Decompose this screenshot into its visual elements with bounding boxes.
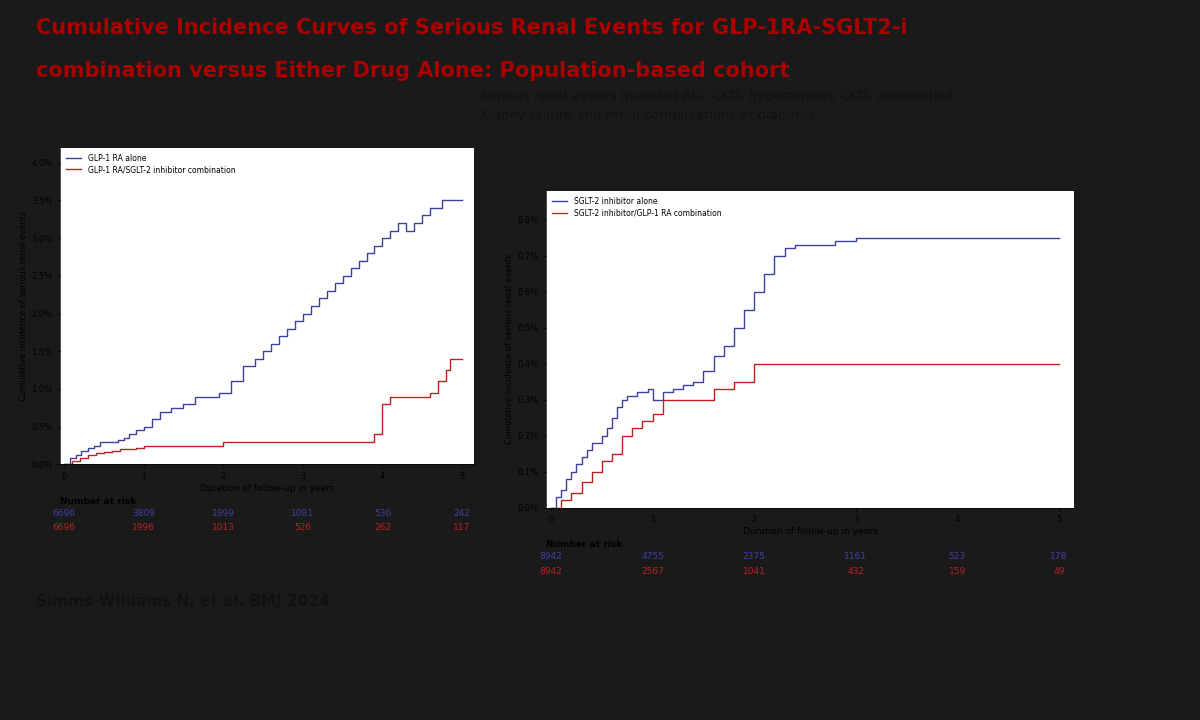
Text: 432: 432 — [847, 567, 864, 576]
Text: Serious renal events included AKI, CKD, hypertensive CKD, unspecified
Kidney fai: Serious renal events included AKI, CKD, … — [480, 90, 954, 122]
Legend: SGLT-2 inhibitor alone, SGLT-2 inhibitor/GLP-1 RA combination: SGLT-2 inhibitor alone, SGLT-2 inhibitor… — [550, 194, 724, 220]
Text: 159: 159 — [949, 567, 966, 576]
Text: 4755: 4755 — [641, 552, 664, 562]
Text: 1041: 1041 — [743, 567, 766, 576]
Text: 2375: 2375 — [743, 552, 766, 562]
Text: Simms-Williams N, et al. BMJ 2024: Simms-Williams N, et al. BMJ 2024 — [36, 594, 330, 609]
Y-axis label: Cumulative incidence of serious renal events: Cumulative incidence of serious renal ev… — [19, 211, 29, 401]
Text: 536: 536 — [374, 509, 391, 518]
Text: 6696: 6696 — [53, 523, 76, 533]
Text: 6696: 6696 — [53, 509, 76, 518]
Text: 8942: 8942 — [540, 552, 563, 562]
Text: 8942: 8942 — [540, 567, 563, 576]
Text: Number at risk: Number at risk — [546, 540, 623, 549]
Text: 526: 526 — [294, 523, 311, 533]
Text: 1161: 1161 — [844, 552, 868, 562]
Text: 1013: 1013 — [211, 523, 235, 533]
X-axis label: Duration of follow-up in years: Duration of follow-up in years — [199, 484, 335, 492]
X-axis label: Duration of follow-up in years: Duration of follow-up in years — [743, 527, 877, 536]
Text: 1081: 1081 — [292, 509, 314, 518]
Text: Cumulative Incidence Curves of Serious Renal Events for GLP-1RA-SGLT2-i: Cumulative Incidence Curves of Serious R… — [36, 18, 907, 38]
Text: 117: 117 — [454, 523, 470, 533]
Text: Number at risk: Number at risk — [60, 497, 137, 505]
Text: 1996: 1996 — [132, 523, 155, 533]
Text: 2567: 2567 — [641, 567, 664, 576]
Text: combination versus Either Drug Alone: Population-based cohort: combination versus Either Drug Alone: Po… — [36, 61, 790, 81]
Text: 523: 523 — [949, 552, 966, 562]
Text: 262: 262 — [374, 523, 391, 533]
Y-axis label: Cumulative incidence of serious renal events: Cumulative incidence of serious renal ev… — [505, 254, 515, 444]
Legend: GLP-1 RA alone, GLP-1 RA/SGLT-2 inhibitor combination: GLP-1 RA alone, GLP-1 RA/SGLT-2 inhibito… — [64, 151, 238, 176]
Text: 178: 178 — [1050, 552, 1067, 562]
Text: 49: 49 — [1054, 567, 1064, 576]
Text: 1999: 1999 — [211, 509, 235, 518]
Text: 242: 242 — [454, 509, 470, 518]
Text: 3809: 3809 — [132, 509, 155, 518]
